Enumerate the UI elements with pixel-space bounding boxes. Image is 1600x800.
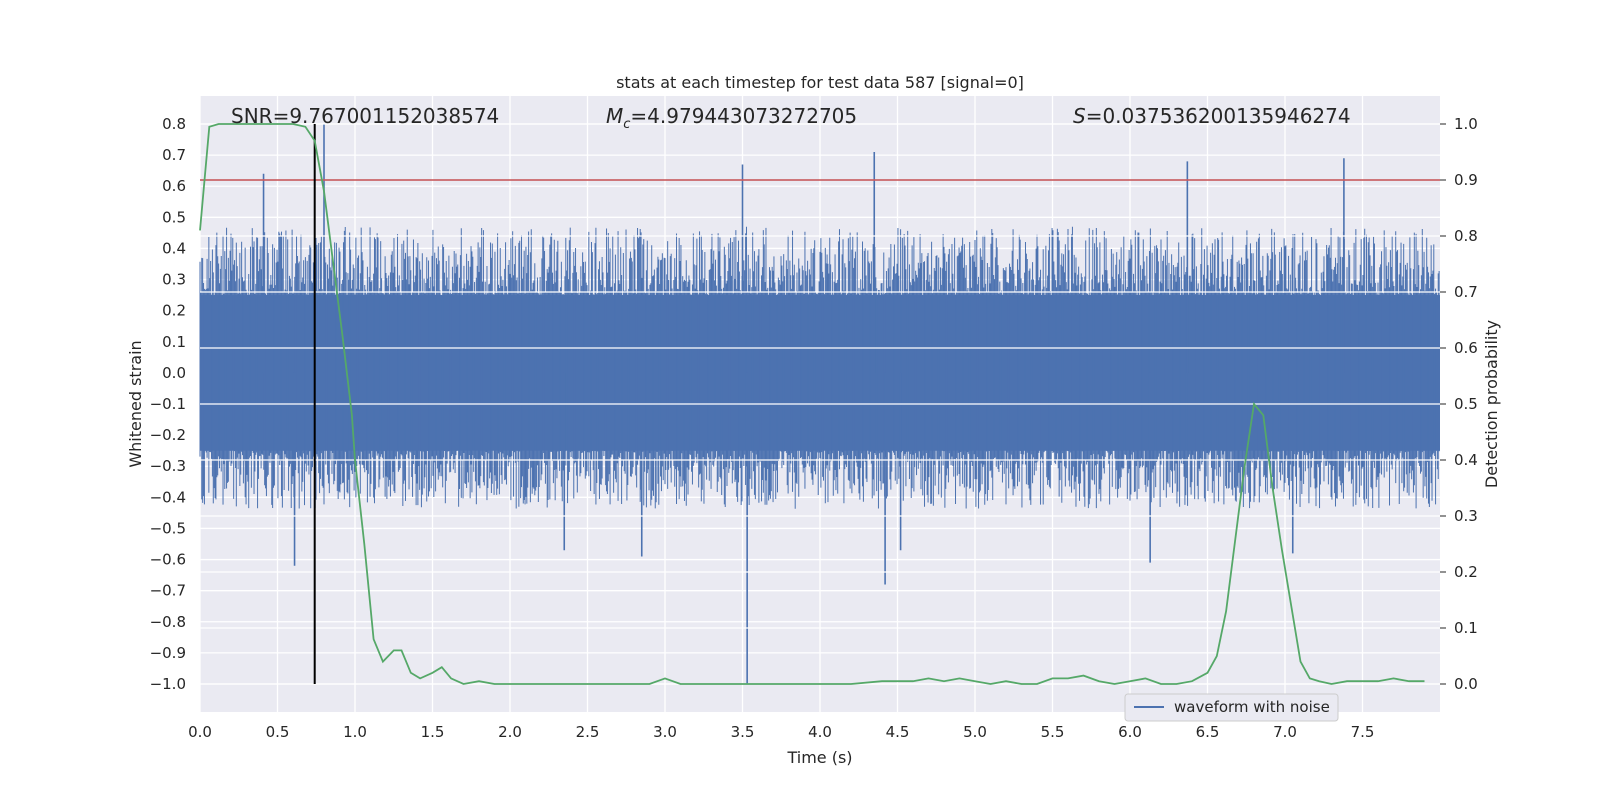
x-tick-label: 2.0 xyxy=(498,723,522,741)
left-y-tick-label: −1.0 xyxy=(150,675,186,693)
legend-label: waveform with noise xyxy=(1174,698,1330,716)
legend: waveform with noise xyxy=(1124,693,1339,722)
x-tick-label: 2.5 xyxy=(576,723,600,741)
x-tick-label: 6.0 xyxy=(1118,723,1142,741)
right-y-tick-label: 0.0 xyxy=(1454,675,1478,693)
left-y-tick-label: −0.7 xyxy=(150,582,186,600)
x-tick-label: 1.5 xyxy=(421,723,445,741)
left-y-tick-label: 0.1 xyxy=(162,333,186,351)
left-y-tick-label: 0.3 xyxy=(162,271,186,289)
left-y-tick-label: −0.1 xyxy=(150,395,186,413)
left-y-tick-label: −0.8 xyxy=(150,613,186,631)
x-tick-label: 3.0 xyxy=(653,723,677,741)
left-y-tick-label: 0.0 xyxy=(162,364,186,382)
left-y-tick-label: 0.8 xyxy=(162,115,186,133)
x-tick-labels: 0.0 0.5 1.0 1.5 2.0 2.5 3.0 3.5 4.0 4.5 5.0 5.5 6.0 6… xyxy=(188,723,1374,741)
left-y-tick-labels: 0.8 0.7 0.6 0.5 0.4 0.3 0.2 0.1 0.0 −0.1 −0.2 −0.3 −… xyxy=(150,115,186,693)
right-y-axis-label: Detection probability xyxy=(1482,320,1501,488)
x-tick-label: 5.5 xyxy=(1041,723,1065,741)
x-tick-label: 5.0 xyxy=(963,723,987,741)
right-y-tick-label: 0.8 xyxy=(1454,227,1478,245)
x-tick-label: 6.5 xyxy=(1196,723,1220,741)
chart-title: stats at each timestep for test data 587… xyxy=(616,73,1024,92)
x-tick-label: 4.0 xyxy=(808,723,832,741)
right-y-tick-label: 0.9 xyxy=(1454,171,1478,189)
left-y-tick-label: −0.4 xyxy=(150,488,186,506)
x-tick-label: 0.5 xyxy=(266,723,290,741)
right-y-tick-label: 1.0 xyxy=(1454,115,1478,133)
left-y-tick-label: 0.4 xyxy=(162,239,186,257)
right-y-tick-label: 0.4 xyxy=(1454,451,1478,469)
right-y-tick-label: 0.6 xyxy=(1454,339,1478,357)
left-y-tick-label: −0.6 xyxy=(150,551,186,569)
x-axis-label: Time (s) xyxy=(786,748,852,767)
right-y-tick-label: 0.2 xyxy=(1454,563,1478,581)
x-tick-label: 4.5 xyxy=(886,723,910,741)
detection-probability-line xyxy=(199,123,1425,685)
left-y-tick-label: −0.9 xyxy=(150,644,186,662)
right-y-tick-label: 0.7 xyxy=(1454,283,1478,301)
snr-annotation: SNR=9.767001152038574 xyxy=(231,104,499,128)
left-y-tick-label: 0.5 xyxy=(162,208,186,226)
left-y-axis-label: Whitened strain xyxy=(126,340,145,467)
x-tick-label: 3.5 xyxy=(731,723,755,741)
right-y-tick-label: 0.3 xyxy=(1454,507,1478,525)
chirp-mass-annotation: Mc=4.979443073272705 xyxy=(606,104,857,132)
left-y-tick-label: −0.3 xyxy=(150,457,186,475)
right-y-tick-label: 0.5 xyxy=(1454,395,1478,413)
left-y-tick-label: 0.7 xyxy=(162,146,186,164)
legend-box xyxy=(1124,693,1339,722)
left-y-tick-label: −0.2 xyxy=(150,426,186,444)
x-tick-label: 7.0 xyxy=(1273,723,1297,741)
x-tick-label: 1.0 xyxy=(343,723,367,741)
left-y-tick-label: 0.6 xyxy=(162,177,186,195)
waveform-series xyxy=(199,124,1440,684)
x-tick-label: 0.0 xyxy=(188,723,212,741)
left-y-tick-label: −0.5 xyxy=(150,519,186,537)
score-annotation: S=0.037536200135946274 xyxy=(1073,104,1351,128)
right-y-tick-label: 0.1 xyxy=(1454,619,1478,637)
left-y-tick-label: 0.2 xyxy=(162,302,186,320)
right-y-tick-labels: 1.0 0.9 0.8 0.7 0.6 0.5 0.4 0.3 0.2 0.1 0.0 xyxy=(1440,115,1478,693)
x-tick-label: 7.5 xyxy=(1351,723,1375,741)
